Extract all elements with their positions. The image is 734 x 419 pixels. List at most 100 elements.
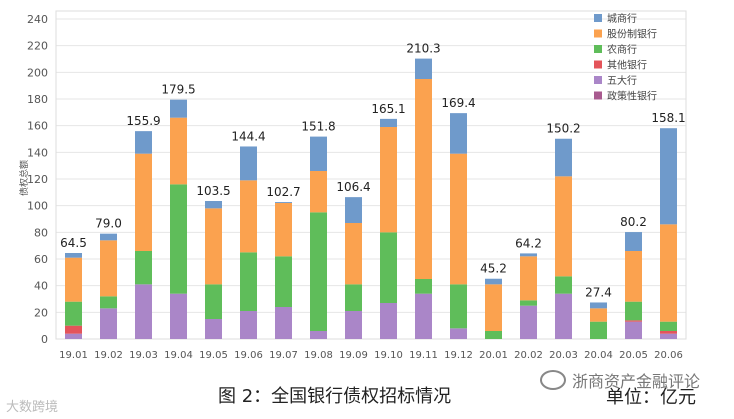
wechat-watermark: 浙商资产金融评论 <box>540 368 700 392</box>
bar-segment <box>485 331 502 339</box>
bar-segment <box>520 256 537 301</box>
bar-segment <box>625 251 642 302</box>
y-axis-ticks: 0 20 40 60 80 100 120 140 160 180 200 220 240 <box>27 13 48 346</box>
bar-segment <box>65 257 82 302</box>
y-tick-label: 160 <box>27 120 48 133</box>
total-label: 103.5 <box>196 184 230 198</box>
bar-segment <box>345 223 362 285</box>
bar-segment <box>625 301 642 321</box>
x-tick-label: 19.10 <box>374 350 403 361</box>
bar-segment <box>450 153 467 285</box>
bar-segment <box>240 146 257 181</box>
y-tick-label: 140 <box>27 146 48 159</box>
x-tick-label: 20.03 <box>549 350 578 361</box>
plot-frame <box>55 10 687 340</box>
bar-segment <box>450 284 467 329</box>
y-tick-label: 240 <box>27 13 48 26</box>
bar-segment <box>380 127 397 233</box>
bar-segment <box>380 232 397 303</box>
x-tick-label: 19.02 <box>94 350 123 361</box>
x-tick-label: 19.08 <box>304 350 333 361</box>
bar-segment <box>275 307 292 339</box>
legend-label: 其他银行 <box>607 59 647 72</box>
bar-segment <box>625 232 642 251</box>
y-tick-label: 120 <box>27 173 48 186</box>
bar-segment <box>205 201 222 209</box>
x-tick-label: 20.06 <box>654 350 683 361</box>
y-tick-label: 20 <box>34 306 48 319</box>
bar-segment <box>485 284 502 331</box>
total-label: 45.2 <box>480 262 507 276</box>
x-tick-label: 19.06 <box>234 350 263 361</box>
bar-segment <box>310 212 327 331</box>
bar-segment <box>275 202 292 203</box>
bar-segment <box>100 296 117 309</box>
watermark-text: 大数跨境 <box>6 400 59 415</box>
x-tick-label: 19.04 <box>164 350 193 361</box>
bar-segment <box>240 252 257 311</box>
bar-segment <box>520 305 537 339</box>
y-tick-label: 40 <box>34 280 48 293</box>
total-label: 150.2 <box>546 122 580 136</box>
bar-segment <box>415 58 432 79</box>
total-label: 158.1 <box>651 111 685 125</box>
x-tick-label: 19.11 <box>409 350 438 361</box>
bar-segment <box>555 176 572 277</box>
legend-label: 城商行 <box>607 12 637 25</box>
bar-segment <box>275 203 292 257</box>
bars <box>65 58 677 339</box>
grid-lines <box>55 10 687 340</box>
bar-segment <box>170 99 187 118</box>
x-tick-label: 19.12 <box>444 350 473 361</box>
x-tick-label: 19.09 <box>339 350 368 361</box>
y-tick-label: 60 <box>34 253 48 266</box>
x-tick-label: 20.01 <box>479 350 508 361</box>
bar-segment <box>170 117 187 185</box>
bar-segment <box>310 171 327 213</box>
bar-segment <box>170 293 187 339</box>
bar-segment <box>660 224 677 322</box>
y-tick-label: 200 <box>27 66 48 79</box>
bar-segment <box>450 328 467 339</box>
bar-segment <box>345 284 362 311</box>
bar-segment <box>275 256 292 307</box>
bar-segment <box>100 233 117 241</box>
bar-segment <box>170 184 187 294</box>
x-tick-label: 20.02 <box>514 350 543 361</box>
bar-segment <box>240 180 257 253</box>
bar-segment <box>415 79 432 279</box>
legend-label: 五大行 <box>607 74 637 87</box>
legend-swatch <box>594 91 602 100</box>
legend-swatch <box>594 29 602 38</box>
y-tick-label: 0 <box>41 333 48 346</box>
unit-label: 单位：亿元 <box>606 387 696 408</box>
bar-segment <box>625 321 642 339</box>
bar-segment <box>65 333 82 339</box>
total-label: 155.9 <box>126 114 160 128</box>
bar-segment <box>520 253 537 257</box>
bar-segment <box>135 153 152 251</box>
bar-segment <box>205 284 222 319</box>
legend-swatch <box>594 76 602 84</box>
bar-segment <box>65 325 82 334</box>
y-tick-label: 220 <box>27 40 48 53</box>
y-tick-label: 80 <box>34 226 48 239</box>
bar-segment <box>555 138 572 177</box>
y-tick-label: 180 <box>27 93 48 106</box>
x-axis-ticks: 19.01 19.02 19.03 19.04 19.05 19.06 19.07 19.08… <box>59 350 683 361</box>
bar-segment <box>310 136 327 171</box>
bar-segment <box>625 320 642 322</box>
y-tick-label: 100 <box>27 200 48 213</box>
total-label: 106.4 <box>336 180 370 194</box>
total-label: 64.5 <box>60 236 87 250</box>
total-label: 27.4 <box>585 285 612 299</box>
bar-segment <box>135 131 152 154</box>
bar-segment <box>660 333 677 339</box>
bar-segment <box>240 311 257 339</box>
bar-segment <box>590 321 607 339</box>
bar-segment <box>415 293 432 339</box>
x-tick-label: 19.01 <box>59 350 88 361</box>
legend-swatch <box>594 45 602 53</box>
